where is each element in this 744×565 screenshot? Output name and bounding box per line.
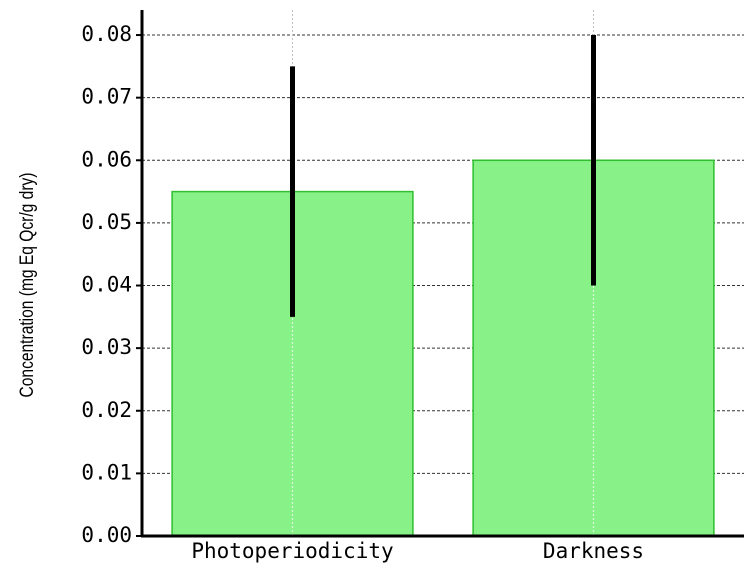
- y-tick-label: 0.00: [81, 523, 132, 547]
- y-tick-label: 0.01: [81, 460, 132, 484]
- y-tick-label: 0.03: [81, 335, 132, 359]
- y-tick-label: 0.02: [81, 398, 132, 422]
- y-axis-label: Concentration (mg Eq Qcr/g dry): [16, 173, 38, 398]
- y-tick-label: 0.08: [81, 22, 132, 46]
- x-tick-label: Photoperiodicity: [191, 539, 393, 563]
- y-tick-label: 0.07: [81, 85, 132, 109]
- x-tick-label: Darkness: [543, 539, 644, 563]
- y-tick-label: 0.05: [81, 210, 132, 234]
- y-tick-label: 0.06: [81, 147, 132, 171]
- y-tick-label: 0.04: [81, 273, 132, 297]
